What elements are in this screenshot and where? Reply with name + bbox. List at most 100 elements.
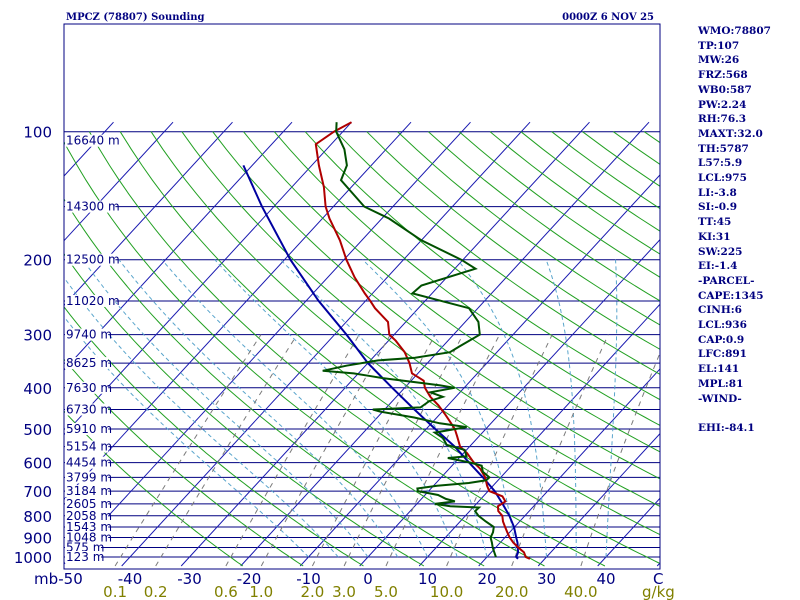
mixing-ratio-tick-label: 5.0: [374, 583, 398, 600]
height-label: 5910 m: [66, 422, 112, 436]
sounding-index-item: MAXT:32.0: [698, 127, 763, 140]
mixing-ratio-tick-label: 1.0: [249, 583, 273, 600]
mixing-ratio-tick-label: 40.0: [564, 583, 597, 600]
height-label-bg: [65, 357, 109, 370]
isotherm-line: [418, 303, 660, 567]
sounding-index-item: LCL:936: [698, 319, 747, 332]
sounding-index-item: FRZ:568: [698, 69, 748, 82]
pressure-tick-label: 200: [23, 252, 52, 270]
sounding-index-item: -PARCEL-: [698, 274, 755, 287]
moist-adiabat-line: [118, 259, 399, 558]
sounding-index-item: WMO:78807: [698, 25, 771, 37]
sounding-index-item: -WIND-: [698, 392, 742, 405]
height-label: 14300 m: [66, 200, 120, 214]
temperature-tick-label: 30: [537, 570, 556, 588]
height-label: 1543 m: [66, 520, 112, 534]
height-label: 5154 m: [66, 440, 112, 454]
sounding-index-item: EI:-1.4: [698, 260, 738, 273]
dry-adiabat-line: [88, 131, 606, 567]
moist-adiabat-line: [457, 259, 547, 558]
height-label-bg: [65, 294, 116, 307]
height-label-bg: [65, 471, 109, 484]
dry-adiabat-line: [366, 131, 660, 350]
height-label: 3799 m: [66, 470, 112, 484]
temperature-tick-label: 0: [363, 570, 373, 588]
height-label: 12500 m: [66, 253, 120, 267]
dry-adiabat-line: [64, 410, 244, 567]
sounding-index-item: EL:141: [698, 363, 740, 376]
height-label: 6730 m: [66, 403, 112, 417]
height-label-bg: [65, 497, 109, 510]
mixing-ratio-axis-labels: 0.1 0.2 0.6 1.0 2.0 3.0 5.0 10.0 20.0 40.0: [103, 583, 597, 600]
sounding-index-item: LCL:975: [698, 172, 747, 185]
height-label: 9740 m: [66, 328, 112, 342]
height-label: 2605 m: [66, 497, 112, 511]
height-label-bg: [65, 200, 116, 213]
temperature-tick-label: -50: [58, 570, 83, 588]
moist-adiabat-line: [214, 259, 458, 558]
mixing-ratio-tick-label: 10.0: [430, 583, 463, 600]
height-label-bg: [65, 253, 116, 266]
grid-lines: [64, 121, 660, 567]
pressure-tick-label: 900: [23, 530, 52, 548]
temperature-tick-label: -20: [237, 570, 262, 588]
temperature-tick-label: -10: [296, 570, 321, 588]
height-label-bg: [65, 403, 109, 416]
moist-adiabat-line: [545, 259, 577, 558]
isotherm-line: [121, 121, 531, 567]
moist-adiabat-line: [82, 259, 369, 558]
temperature-axis-labels: -50 -40 -30 -20 -10 0 10 20 30 40: [58, 570, 615, 588]
chart-title: MPCZ (78807) Sounding: [66, 12, 205, 23]
sounding-index-item: [698, 406, 798, 421]
sounding-time: 0000Z 6 NOV 25: [562, 12, 654, 23]
sounding-index-item: MPL:81: [698, 377, 744, 390]
isotherm-line: [537, 432, 660, 567]
sounding-index-item: SW:225: [698, 245, 743, 258]
dry-adiabat-line: [64, 252, 425, 567]
height-label: 8625 m: [66, 356, 112, 370]
mixing-ratio-line: [225, 334, 360, 567]
height-label: 1048 m: [66, 531, 112, 545]
pressure-tick-label: 700: [23, 483, 52, 501]
moist-adiabat-line: [280, 259, 488, 558]
isotherm-line: [64, 121, 293, 371]
height-label-bg: [65, 134, 116, 147]
mixing-ratio-line: [511, 334, 609, 567]
mixing-ratio-line: [446, 334, 553, 567]
parcel-trace: [242, 164, 520, 560]
dry-adiabat-line: [150, 131, 660, 536]
temperature-tick-label: 20: [477, 570, 496, 588]
mixing-ratio-line: [260, 334, 391, 567]
sounding-indices-panel: WMO:78807 TP:107 MW:26 FRZ:568 WB0:587 PW:2.2…: [698, 24, 798, 436]
height-label-bg: [65, 520, 109, 533]
mixing-ratio-tick-label: 20.0: [495, 583, 528, 600]
mixing-ratio-line: [311, 334, 436, 567]
height-label-bg: [65, 531, 109, 544]
pressure-tick-label: 100: [23, 124, 52, 142]
pressure-tick-label: 500: [23, 421, 52, 439]
moist-adiabat-line: [161, 259, 428, 558]
height-label: 3184 m: [66, 484, 112, 498]
sounding-index-item: TT:45: [698, 216, 732, 229]
height-label-bg: [65, 422, 109, 435]
sounding-index-item: PW:2.24: [698, 98, 747, 111]
mixing-ratio-tick-label: 0.1: [103, 583, 127, 600]
height-label: 4454 m: [66, 456, 112, 470]
height-labels: 16640 m 14300 m 12500 m 11020 m 9740 m 8625 m…: [65, 134, 120, 564]
sounding-index-item: TH:5787: [698, 142, 749, 155]
sounding-index-item: EHI:-84.1: [698, 421, 755, 434]
pressure-tick-label: 600: [23, 455, 52, 473]
mixing-ratio-line: [580, 351, 660, 567]
sounding-index-item: CINH:6: [698, 304, 742, 317]
height-label: 123 m: [66, 550, 104, 564]
dry-adiabat-line: [212, 131, 660, 480]
moist-adiabat-line: [605, 259, 618, 557]
temperature-trace: [314, 121, 531, 560]
mixing-ratio-line: [114, 334, 262, 567]
temperature-tick-label: 10: [418, 570, 437, 588]
mixing-ratio-line: [343, 334, 464, 567]
moist-adiabat-line: [64, 315, 309, 558]
isotherm-line: [478, 368, 660, 567]
